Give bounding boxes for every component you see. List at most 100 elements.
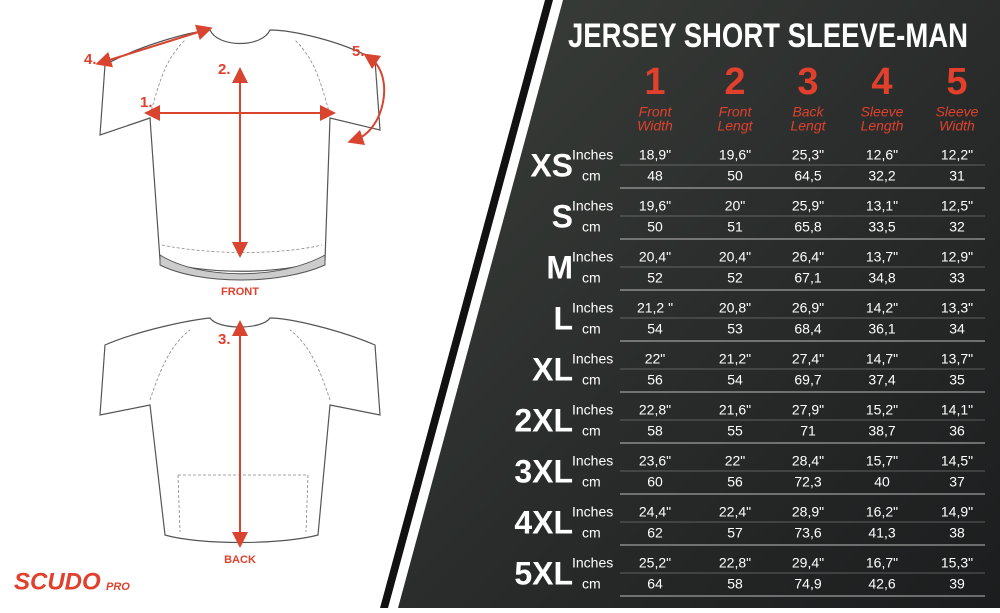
size-label: 3XL: [514, 453, 573, 489]
size-label: 5XL: [514, 555, 573, 591]
cm-value: 56: [647, 372, 663, 388]
inch-value: 12,2": [941, 147, 973, 163]
inch-value: 20,4": [719, 249, 751, 265]
unit-label: cm: [582, 576, 601, 592]
cm-value: 34: [949, 321, 965, 337]
cm-value: 52: [647, 270, 663, 286]
cm-value: 64,5: [794, 168, 821, 184]
inch-value: 22": [725, 453, 746, 469]
cm-value: 35: [949, 372, 965, 388]
cm-value: 65,8: [794, 219, 821, 235]
cm-value: 50: [647, 219, 663, 235]
inch-value: 13,3": [941, 300, 973, 316]
cm-value: 38: [949, 525, 965, 541]
title: JERSEY SHORT SLEEVE-MAN: [568, 17, 968, 55]
unit-label: Inches: [572, 453, 613, 469]
size-table: 1FrontWidth2FrontLengt3BackLengt4SleeveL…: [514, 61, 985, 597]
cm-value: 36: [949, 423, 965, 439]
inch-value: 21,6": [719, 402, 751, 418]
inch-value: 14,2": [866, 300, 898, 316]
cm-value: 62: [647, 525, 663, 541]
size-label: L: [553, 300, 573, 336]
cm-value: 31: [949, 168, 965, 184]
cm-value: 50: [727, 168, 743, 184]
inch-value: 19,6": [719, 147, 751, 163]
column-number: 1: [644, 61, 665, 103]
inch-value: 13,7": [941, 351, 973, 367]
inch-value: 28,9": [792, 504, 824, 520]
unit-label: Inches: [572, 504, 613, 520]
inch-value: 22,8": [639, 402, 671, 418]
cm-value: 54: [727, 372, 743, 388]
inch-value: 12,9": [941, 249, 973, 265]
inch-value: 21,2": [719, 351, 751, 367]
marker: 3.: [218, 331, 231, 348]
unit-label: Inches: [572, 198, 613, 214]
unit-label: cm: [582, 270, 601, 286]
cm-value: 60: [647, 474, 663, 490]
back-jersey: [99, 317, 381, 548]
unit-label: cm: [582, 321, 601, 337]
size-label: 2XL: [514, 402, 573, 438]
unit-label: Inches: [572, 147, 613, 163]
column-number: 2: [724, 61, 745, 103]
unit-label: Inches: [572, 249, 613, 265]
column-label: Back: [792, 104, 824, 120]
unit-label: Inches: [572, 402, 613, 418]
marker: 4.: [84, 51, 97, 68]
inch-value: 27,9": [792, 402, 824, 418]
inch-value: 20,4": [639, 249, 671, 265]
marker: 1.: [140, 94, 153, 111]
cm-value: 34,8: [868, 270, 895, 286]
inch-value: 19,6": [639, 198, 671, 214]
inch-value: 25,3": [792, 147, 824, 163]
inch-value: 23,6": [639, 453, 671, 469]
unit-label: cm: [582, 168, 601, 184]
inch-value: 26,9": [792, 300, 824, 316]
cm-value: 69,7: [794, 372, 821, 388]
inch-value: 22,4": [719, 504, 751, 520]
cm-value: 48: [647, 168, 663, 184]
column-number: 3: [797, 61, 818, 103]
column-label: Width: [939, 118, 975, 134]
brand-suffix: PRO: [106, 581, 130, 593]
unit-label: Inches: [572, 300, 613, 316]
column-number: 4: [871, 61, 892, 103]
size-label: XL: [532, 351, 573, 387]
size-label: 4XL: [514, 504, 573, 540]
unit-label: Inches: [572, 351, 613, 367]
cm-value: 56: [727, 474, 743, 490]
inch-value: 12,6": [866, 147, 898, 163]
cm-value: 37,4: [868, 372, 895, 388]
front-label: FRONT: [221, 286, 259, 298]
inch-value: 22": [645, 351, 666, 367]
column-label: Lengt: [790, 118, 826, 134]
column-label: Length: [861, 118, 904, 134]
divider: [380, 0, 553, 608]
cm-value: 58: [647, 423, 663, 439]
inch-value: 16,2": [866, 504, 898, 520]
inch-value: 12,5": [941, 198, 973, 214]
cm-value: 32: [949, 219, 965, 235]
column-label: Front: [639, 104, 673, 120]
inch-value: 14,7": [866, 351, 898, 367]
size-label: XS: [530, 147, 573, 183]
cm-value: 71: [800, 423, 816, 439]
inch-value: 21,2 ": [637, 300, 673, 316]
cm-value: 53: [727, 321, 743, 337]
inch-value: 24,4": [639, 504, 671, 520]
unit-label: cm: [582, 474, 601, 490]
column-label: Front: [719, 104, 753, 120]
cm-value: 38,7: [868, 423, 895, 439]
inch-value: 22,8": [719, 555, 751, 571]
cm-value: 73,6: [794, 525, 821, 541]
cm-value: 58: [727, 576, 743, 592]
unit-label: Inches: [572, 555, 613, 571]
cm-value: 74,9: [794, 576, 821, 592]
unit-label: cm: [582, 423, 601, 439]
inch-value: 15,2": [866, 402, 898, 418]
marker: 5.: [352, 43, 365, 60]
back-label: BACK: [224, 554, 256, 566]
marker: 2.: [218, 61, 231, 78]
